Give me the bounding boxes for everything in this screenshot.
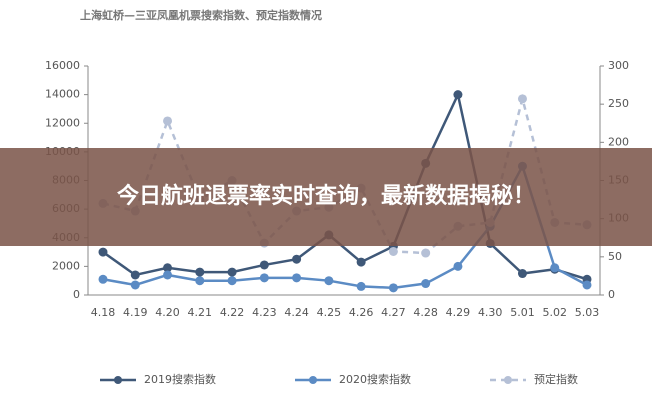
x-tick-label: 4.28 [413,306,438,319]
y2-tick-label: 50 [608,250,622,263]
x-tick-label: 4.21 [188,306,213,319]
x-tick-label: 4.30 [478,306,503,319]
point [388,246,398,256]
point [163,270,173,280]
point [195,276,205,286]
x-tick-label: 4.20 [155,306,180,319]
point [163,263,173,273]
point [517,269,527,279]
x-tick-label: 4.25 [317,306,342,319]
point [130,280,140,290]
point [550,263,560,273]
x-tick-label: 4.26 [349,306,374,319]
point [227,267,237,277]
legend-marker [114,376,122,384]
x-tick-label: 4.19 [123,306,148,319]
point [453,261,463,271]
point [98,274,108,284]
banner-text: 今日航班退票率实时查询，最新数据揭秘！ [116,184,535,209]
point [292,273,302,283]
point [388,283,398,293]
x-tick-label: 4.23 [252,306,277,319]
point [517,94,527,104]
banner: 今日航班退票率实时查询，最新数据揭秘！ [0,148,652,246]
x-tick-label: 4.22 [220,306,245,319]
x-tick-label: 5.03 [575,306,600,319]
point [453,90,463,100]
x-tick-label: 5.01 [510,306,535,319]
point [227,276,237,286]
legend-label: 2020搜索指数 [339,372,411,386]
y2-tick-label: 250 [608,97,629,110]
point [259,273,269,283]
point [421,248,431,258]
y2-tick-label: 200 [608,135,629,148]
x-tick-label: 4.18 [91,306,116,319]
chart-title: 上海虹桥—三亚凤凰机票搜索指数、预定指数情况 [80,8,322,22]
y2-tick-label: 300 [608,59,629,72]
point [582,280,592,290]
point [421,279,431,289]
point [324,276,334,286]
x-tick-label: 5.02 [542,306,567,319]
x-tick-label: 4.29 [446,306,471,319]
legend-label: 2019搜索指数 [144,372,216,386]
series-line [102,90,588,281]
legend-marker [309,376,317,384]
y-tick-label: 0 [73,288,80,301]
x-tick-label: 4.27 [381,306,406,319]
point [292,254,302,264]
legend-label: 预定指数 [534,372,578,386]
y-tick-label: 2000 [52,259,80,272]
point [98,247,108,257]
point [130,270,140,280]
y-tick-label: 14000 [45,88,80,101]
y-tick-label: 12000 [45,116,80,129]
point [356,281,366,291]
point [195,267,205,277]
x-tick-label: 4.24 [284,306,309,319]
point [259,260,269,270]
legend-marker [504,376,512,384]
y2-tick-label: 0 [608,288,615,301]
point [163,116,173,126]
point [356,257,366,267]
y-tick-label: 16000 [45,59,80,72]
